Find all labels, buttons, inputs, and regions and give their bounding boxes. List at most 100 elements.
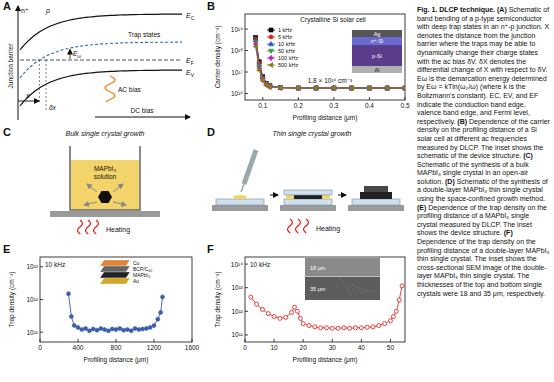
y-tick <box>245 50 248 51</box>
data-point <box>260 307 264 311</box>
ew-arrow <box>70 50 71 60</box>
dc-arrow <box>95 117 190 118</box>
data-point <box>106 329 110 333</box>
conduction-band <box>20 14 182 50</box>
energy-axis <box>18 6 19 120</box>
data-point <box>296 85 300 91</box>
caption: Fig. 1. DLCP technique. (A) Schematic of… <box>417 6 550 298</box>
plot-marks <box>249 284 404 330</box>
data-point <box>103 328 107 332</box>
y-tick <box>40 332 43 333</box>
data-point <box>298 316 302 320</box>
legend-entry: 10 kHz <box>278 41 295 47</box>
y-tick-label: 10¹¹ <box>231 331 243 338</box>
panel-letter: A <box>3 0 11 12</box>
x-axis-title: Profiling distance (μm) <box>293 356 358 364</box>
sem-image <box>305 258 380 300</box>
step-arrow <box>270 195 278 196</box>
data-point <box>332 85 336 91</box>
y-tick-label: 10¹⁹ <box>231 26 243 33</box>
x-tick <box>192 339 193 342</box>
x-tick <box>405 97 406 100</box>
data-point <box>349 86 353 91</box>
data-point <box>264 83 268 88</box>
data-point <box>314 86 318 90</box>
data-point <box>278 86 283 90</box>
data-point <box>133 326 137 330</box>
data-point <box>80 328 84 332</box>
y-tick-label: 10¹² <box>26 296 38 303</box>
x-tick <box>361 339 362 342</box>
x-tick <box>390 339 391 342</box>
y-tick <box>245 311 248 312</box>
x-tick <box>154 339 155 342</box>
sem-texture <box>370 291 377 293</box>
legend-entry: 1 kHz <box>278 27 292 33</box>
data-point <box>383 322 387 326</box>
y-axis-title: Carrier density (cm⁻³) <box>214 26 222 89</box>
data-point <box>391 315 395 319</box>
data-point <box>385 86 390 90</box>
data-point <box>99 326 103 330</box>
symbol: EV <box>186 69 195 78</box>
data-point <box>319 326 323 330</box>
data-point <box>249 295 253 299</box>
x-tick <box>116 339 117 342</box>
data-point <box>296 86 300 91</box>
growth-arrow <box>113 184 123 192</box>
inset-label: n⁺-Si <box>371 38 384 44</box>
data-point <box>313 325 317 329</box>
data-point <box>260 78 264 83</box>
heat-wave <box>288 219 293 233</box>
caption-text: Dependence of the trap density on the pr… <box>417 204 547 237</box>
pipette-tip <box>241 184 244 192</box>
hot-plate <box>50 211 160 217</box>
y-tick <box>40 266 43 267</box>
heat-wave <box>94 220 99 234</box>
x-tick <box>333 97 334 100</box>
data-point <box>314 85 319 89</box>
x-axis-title: Profiling distance (μm) <box>84 356 149 364</box>
legend-entry: 5 kHz <box>278 34 292 40</box>
data-point <box>290 310 294 314</box>
y-tick-label: 10¹³ <box>231 284 243 291</box>
growth-arrow <box>84 202 97 205</box>
annotation: 1.8 × 10¹⁶ cm⁻³ <box>308 77 353 84</box>
data-point <box>350 86 354 90</box>
legend-entry: 50 kHz <box>278 48 295 54</box>
data-point <box>91 327 95 331</box>
sem-texture <box>340 278 352 296</box>
dx-guide <box>46 60 47 112</box>
x-tick-label: 20 <box>300 344 308 351</box>
x-tick-label: 0.3 <box>329 102 338 109</box>
data-point <box>388 319 392 323</box>
sem-top-layer <box>305 258 380 276</box>
data-point <box>403 86 405 90</box>
x-tick <box>40 339 41 342</box>
caption-panel-label: (C) <box>523 152 533 159</box>
plot-frame <box>40 257 192 342</box>
y-tick-label: 10¹⁶ <box>231 90 243 97</box>
data-point <box>342 326 346 330</box>
inset-label: 35 μm <box>310 286 326 292</box>
x-tick <box>245 339 246 342</box>
x-tick <box>303 339 304 342</box>
data-point <box>377 324 381 328</box>
data-point <box>330 326 334 330</box>
data-point <box>296 86 300 90</box>
y-tick-label: 10¹³ <box>26 263 38 270</box>
data-point <box>301 322 305 326</box>
x-tick-label: 400 <box>73 344 84 351</box>
symbol: EC <box>186 12 195 21</box>
data-point <box>365 325 369 329</box>
step-arrow <box>338 195 346 196</box>
y-tick-label: 10¹⁸ <box>231 47 243 54</box>
crystal <box>360 192 392 199</box>
data-point <box>266 312 270 316</box>
data-point <box>331 86 335 91</box>
data-point <box>272 315 276 319</box>
data-point <box>84 326 88 330</box>
data-point <box>161 295 165 299</box>
data-point <box>332 85 337 89</box>
x-tick-label: 40 <box>358 344 366 351</box>
